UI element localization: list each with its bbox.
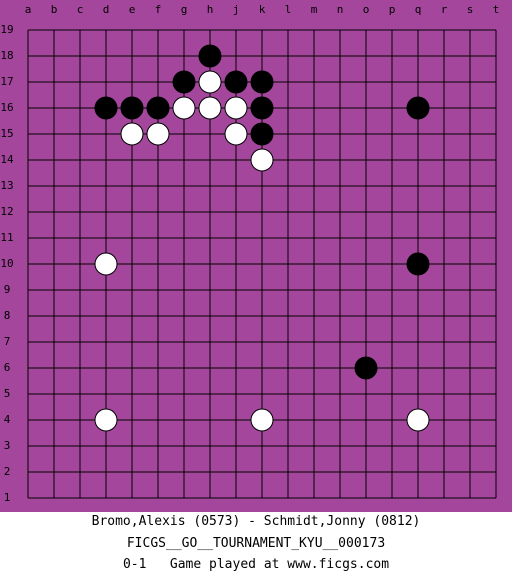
column-label: q bbox=[415, 3, 422, 16]
stone bbox=[406, 252, 430, 276]
stone bbox=[172, 70, 196, 94]
row-label: 17 bbox=[0, 75, 13, 88]
column-label: l bbox=[285, 3, 292, 16]
stone bbox=[406, 96, 430, 120]
stone bbox=[198, 96, 222, 120]
stone bbox=[406, 408, 430, 432]
column-label: j bbox=[233, 3, 240, 16]
event: FICGS__GO__TOURNAMENT_KYU__000173 bbox=[126, 536, 386, 551]
stone bbox=[198, 70, 222, 94]
stone bbox=[224, 122, 248, 146]
column-label: h bbox=[207, 3, 214, 16]
stone bbox=[198, 44, 222, 68]
row-label: 8 bbox=[4, 309, 11, 322]
row-label: 5 bbox=[4, 387, 11, 400]
stone bbox=[120, 122, 144, 146]
row-label: 16 bbox=[0, 101, 13, 114]
row-label: 18 bbox=[0, 49, 13, 62]
row-label: 10 bbox=[0, 257, 13, 270]
row-label: 4 bbox=[4, 413, 11, 426]
row-label: 14 bbox=[0, 153, 14, 166]
column-label: g bbox=[181, 3, 188, 16]
column-label: p bbox=[389, 3, 396, 16]
stone bbox=[250, 148, 274, 172]
row-label: 13 bbox=[0, 179, 13, 192]
row-label: 9 bbox=[4, 283, 11, 296]
column-label: r bbox=[441, 3, 448, 16]
row-label: 7 bbox=[4, 335, 11, 348]
column-label: o bbox=[363, 3, 370, 16]
stone bbox=[250, 70, 274, 94]
stone bbox=[224, 96, 248, 120]
players: Bromo,Alexis (0573) - Schmidt,Jonny (081… bbox=[91, 514, 421, 529]
column-label: f bbox=[155, 3, 162, 16]
stone bbox=[94, 96, 118, 120]
column-label: d bbox=[103, 3, 110, 16]
stone bbox=[146, 96, 170, 120]
stone bbox=[94, 252, 118, 276]
column-label: a bbox=[25, 3, 32, 16]
row-label: 15 bbox=[0, 127, 13, 140]
row-label: 3 bbox=[4, 439, 11, 452]
stone bbox=[172, 96, 196, 120]
stone bbox=[146, 122, 170, 146]
stone bbox=[354, 356, 378, 380]
stone bbox=[224, 70, 248, 94]
column-label: c bbox=[77, 3, 84, 16]
stone bbox=[250, 122, 274, 146]
stone bbox=[250, 96, 274, 120]
stone bbox=[94, 408, 118, 432]
column-label: n bbox=[337, 3, 344, 16]
row-label: 1 bbox=[4, 491, 11, 504]
column-label: s bbox=[467, 3, 474, 16]
row-label: 19 bbox=[0, 23, 13, 36]
column-label: b bbox=[51, 3, 58, 16]
stone bbox=[120, 96, 144, 120]
stone bbox=[250, 408, 274, 432]
column-label: e bbox=[129, 3, 136, 16]
row-label: 2 bbox=[4, 465, 11, 478]
row-label: 6 bbox=[4, 361, 11, 374]
row-label: 12 bbox=[0, 205, 13, 218]
board: a b c d e f g h j k l m n o p q r s t191817161514131211109… bbox=[0, 0, 512, 512]
result: 0-1 Game played at www.ficgs.com bbox=[122, 557, 390, 572]
row-label: 11 bbox=[0, 231, 13, 244]
column-label: t bbox=[493, 3, 500, 16]
column-label: m bbox=[311, 3, 318, 16]
column-label: k bbox=[259, 3, 266, 16]
